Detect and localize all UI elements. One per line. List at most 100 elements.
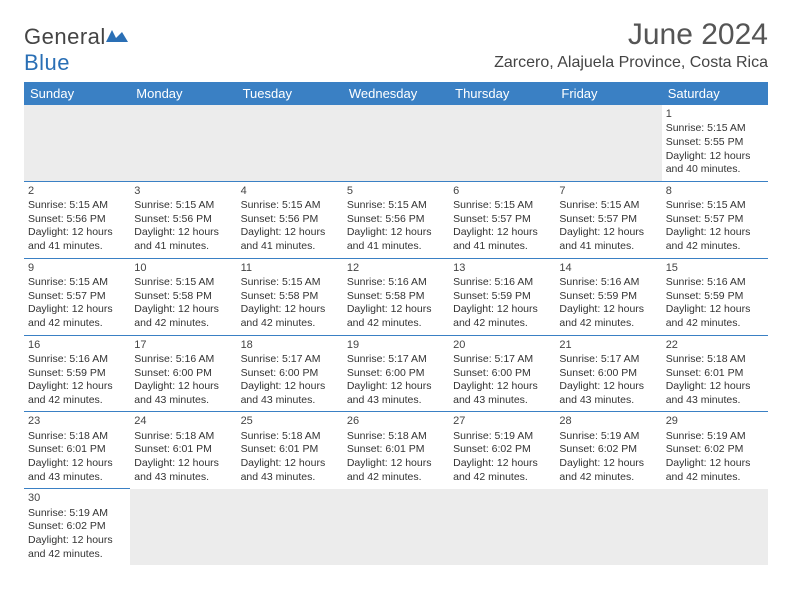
sunrise-text: Sunrise: 5:16 AM bbox=[559, 276, 657, 290]
daylight-text: Daylight: 12 hours and 43 minutes. bbox=[453, 380, 551, 407]
calendar-cell: 14Sunrise: 5:16 AMSunset: 5:59 PMDayligh… bbox=[555, 258, 661, 335]
day-number: 29 bbox=[666, 414, 764, 428]
day-number: 14 bbox=[559, 261, 657, 275]
daylight-text: Daylight: 12 hours and 41 minutes. bbox=[28, 226, 126, 253]
daylight-text: Daylight: 12 hours and 41 minutes. bbox=[559, 226, 657, 253]
sunrise-text: Sunrise: 5:18 AM bbox=[28, 430, 126, 444]
calendar-body: 1Sunrise: 5:15 AMSunset: 5:55 PMDaylight… bbox=[24, 105, 768, 565]
daylight-text: Daylight: 12 hours and 40 minutes. bbox=[666, 150, 764, 177]
sunset-text: Sunset: 5:59 PM bbox=[559, 290, 657, 304]
calendar-cell bbox=[237, 489, 343, 565]
day-number: 8 bbox=[666, 184, 764, 198]
calendar-cell bbox=[343, 489, 449, 565]
sunset-text: Sunset: 6:01 PM bbox=[666, 367, 764, 381]
day-number: 19 bbox=[347, 338, 445, 352]
sunrise-text: Sunrise: 5:17 AM bbox=[453, 353, 551, 367]
calendar-cell: 23Sunrise: 5:18 AMSunset: 6:01 PMDayligh… bbox=[24, 412, 130, 489]
sunrise-text: Sunrise: 5:15 AM bbox=[453, 199, 551, 213]
sunset-text: Sunset: 5:59 PM bbox=[28, 367, 126, 381]
calendar-row: 9Sunrise: 5:15 AMSunset: 5:57 PMDaylight… bbox=[24, 258, 768, 335]
calendar-cell bbox=[449, 489, 555, 565]
sunrise-text: Sunrise: 5:15 AM bbox=[241, 276, 339, 290]
sunset-text: Sunset: 5:57 PM bbox=[453, 213, 551, 227]
calendar-cell: 12Sunrise: 5:16 AMSunset: 5:58 PMDayligh… bbox=[343, 258, 449, 335]
brand-name-a: General bbox=[24, 24, 106, 49]
sunset-text: Sunset: 6:01 PM bbox=[28, 443, 126, 457]
sunset-text: Sunset: 6:00 PM bbox=[453, 367, 551, 381]
calendar-cell: 4Sunrise: 5:15 AMSunset: 5:56 PMDaylight… bbox=[237, 181, 343, 258]
sunrise-text: Sunrise: 5:15 AM bbox=[28, 276, 126, 290]
calendar-cell: 26Sunrise: 5:18 AMSunset: 6:01 PMDayligh… bbox=[343, 412, 449, 489]
calendar-cell: 7Sunrise: 5:15 AMSunset: 5:57 PMDaylight… bbox=[555, 181, 661, 258]
sunset-text: Sunset: 5:59 PM bbox=[453, 290, 551, 304]
weekday-header-row: Sunday Monday Tuesday Wednesday Thursday… bbox=[24, 82, 768, 105]
sunrise-text: Sunrise: 5:19 AM bbox=[666, 430, 764, 444]
day-number: 27 bbox=[453, 414, 551, 428]
sunset-text: Sunset: 6:01 PM bbox=[241, 443, 339, 457]
day-number: 2 bbox=[28, 184, 126, 198]
sunset-text: Sunset: 6:02 PM bbox=[559, 443, 657, 457]
sunrise-text: Sunrise: 5:16 AM bbox=[134, 353, 232, 367]
calendar-cell: 18Sunrise: 5:17 AMSunset: 6:00 PMDayligh… bbox=[237, 335, 343, 412]
calendar-cell: 30Sunrise: 5:19 AMSunset: 6:02 PMDayligh… bbox=[24, 489, 130, 565]
weekday-header: Thursday bbox=[449, 82, 555, 105]
day-number: 28 bbox=[559, 414, 657, 428]
weekday-header: Tuesday bbox=[237, 82, 343, 105]
sunrise-text: Sunrise: 5:17 AM bbox=[559, 353, 657, 367]
calendar-cell: 20Sunrise: 5:17 AMSunset: 6:00 PMDayligh… bbox=[449, 335, 555, 412]
weekday-header: Friday bbox=[555, 82, 661, 105]
sunset-text: Sunset: 6:00 PM bbox=[347, 367, 445, 381]
sunrise-text: Sunrise: 5:15 AM bbox=[666, 199, 764, 213]
calendar-cell: 10Sunrise: 5:15 AMSunset: 5:58 PMDayligh… bbox=[130, 258, 236, 335]
sunset-text: Sunset: 5:55 PM bbox=[666, 136, 764, 150]
daylight-text: Daylight: 12 hours and 43 minutes. bbox=[666, 380, 764, 407]
calendar-cell: 25Sunrise: 5:18 AMSunset: 6:01 PMDayligh… bbox=[237, 412, 343, 489]
calendar-cell: 5Sunrise: 5:15 AMSunset: 5:56 PMDaylight… bbox=[343, 181, 449, 258]
calendar-cell: 9Sunrise: 5:15 AMSunset: 5:57 PMDaylight… bbox=[24, 258, 130, 335]
calendar-row: 2Sunrise: 5:15 AMSunset: 5:56 PMDaylight… bbox=[24, 181, 768, 258]
sunrise-text: Sunrise: 5:15 AM bbox=[347, 199, 445, 213]
sunrise-text: Sunrise: 5:16 AM bbox=[666, 276, 764, 290]
sunrise-text: Sunrise: 5:17 AM bbox=[241, 353, 339, 367]
day-number: 16 bbox=[28, 338, 126, 352]
sunset-text: Sunset: 5:56 PM bbox=[347, 213, 445, 227]
daylight-text: Daylight: 12 hours and 42 minutes. bbox=[666, 457, 764, 484]
sunset-text: Sunset: 5:56 PM bbox=[241, 213, 339, 227]
sunrise-text: Sunrise: 5:16 AM bbox=[347, 276, 445, 290]
sunrise-text: Sunrise: 5:18 AM bbox=[241, 430, 339, 444]
calendar-cell bbox=[24, 105, 130, 181]
sunrise-text: Sunrise: 5:19 AM bbox=[559, 430, 657, 444]
sunrise-text: Sunrise: 5:15 AM bbox=[559, 199, 657, 213]
day-number: 26 bbox=[347, 414, 445, 428]
sunset-text: Sunset: 5:57 PM bbox=[666, 213, 764, 227]
sunset-text: Sunset: 5:58 PM bbox=[134, 290, 232, 304]
daylight-text: Daylight: 12 hours and 41 minutes. bbox=[241, 226, 339, 253]
weekday-header: Sunday bbox=[24, 82, 130, 105]
calendar-cell: 29Sunrise: 5:19 AMSunset: 6:02 PMDayligh… bbox=[662, 412, 768, 489]
calendar-cell: 16Sunrise: 5:16 AMSunset: 5:59 PMDayligh… bbox=[24, 335, 130, 412]
calendar-cell bbox=[555, 105, 661, 181]
daylight-text: Daylight: 12 hours and 42 minutes. bbox=[666, 303, 764, 330]
sunset-text: Sunset: 5:58 PM bbox=[347, 290, 445, 304]
calendar-cell: 13Sunrise: 5:16 AMSunset: 5:59 PMDayligh… bbox=[449, 258, 555, 335]
daylight-text: Daylight: 12 hours and 42 minutes. bbox=[134, 303, 232, 330]
flag-icon bbox=[106, 28, 130, 44]
calendar-cell bbox=[130, 105, 236, 181]
calendar-cell bbox=[237, 105, 343, 181]
month-title: June 2024 bbox=[494, 18, 768, 52]
day-number: 6 bbox=[453, 184, 551, 198]
calendar-cell: 28Sunrise: 5:19 AMSunset: 6:02 PMDayligh… bbox=[555, 412, 661, 489]
brand-logo: GeneralBlue bbox=[24, 24, 130, 76]
daylight-text: Daylight: 12 hours and 41 minutes. bbox=[347, 226, 445, 253]
daylight-text: Daylight: 12 hours and 43 minutes. bbox=[241, 457, 339, 484]
location-text: Zarcero, Alajuela Province, Costa Rica bbox=[494, 54, 768, 72]
day-number: 9 bbox=[28, 261, 126, 275]
weekday-header: Monday bbox=[130, 82, 236, 105]
sunrise-text: Sunrise: 5:17 AM bbox=[347, 353, 445, 367]
day-number: 30 bbox=[28, 491, 126, 505]
day-number: 3 bbox=[134, 184, 232, 198]
day-number: 17 bbox=[134, 338, 232, 352]
calendar-cell bbox=[343, 105, 449, 181]
sunset-text: Sunset: 6:00 PM bbox=[241, 367, 339, 381]
sunrise-text: Sunrise: 5:16 AM bbox=[28, 353, 126, 367]
